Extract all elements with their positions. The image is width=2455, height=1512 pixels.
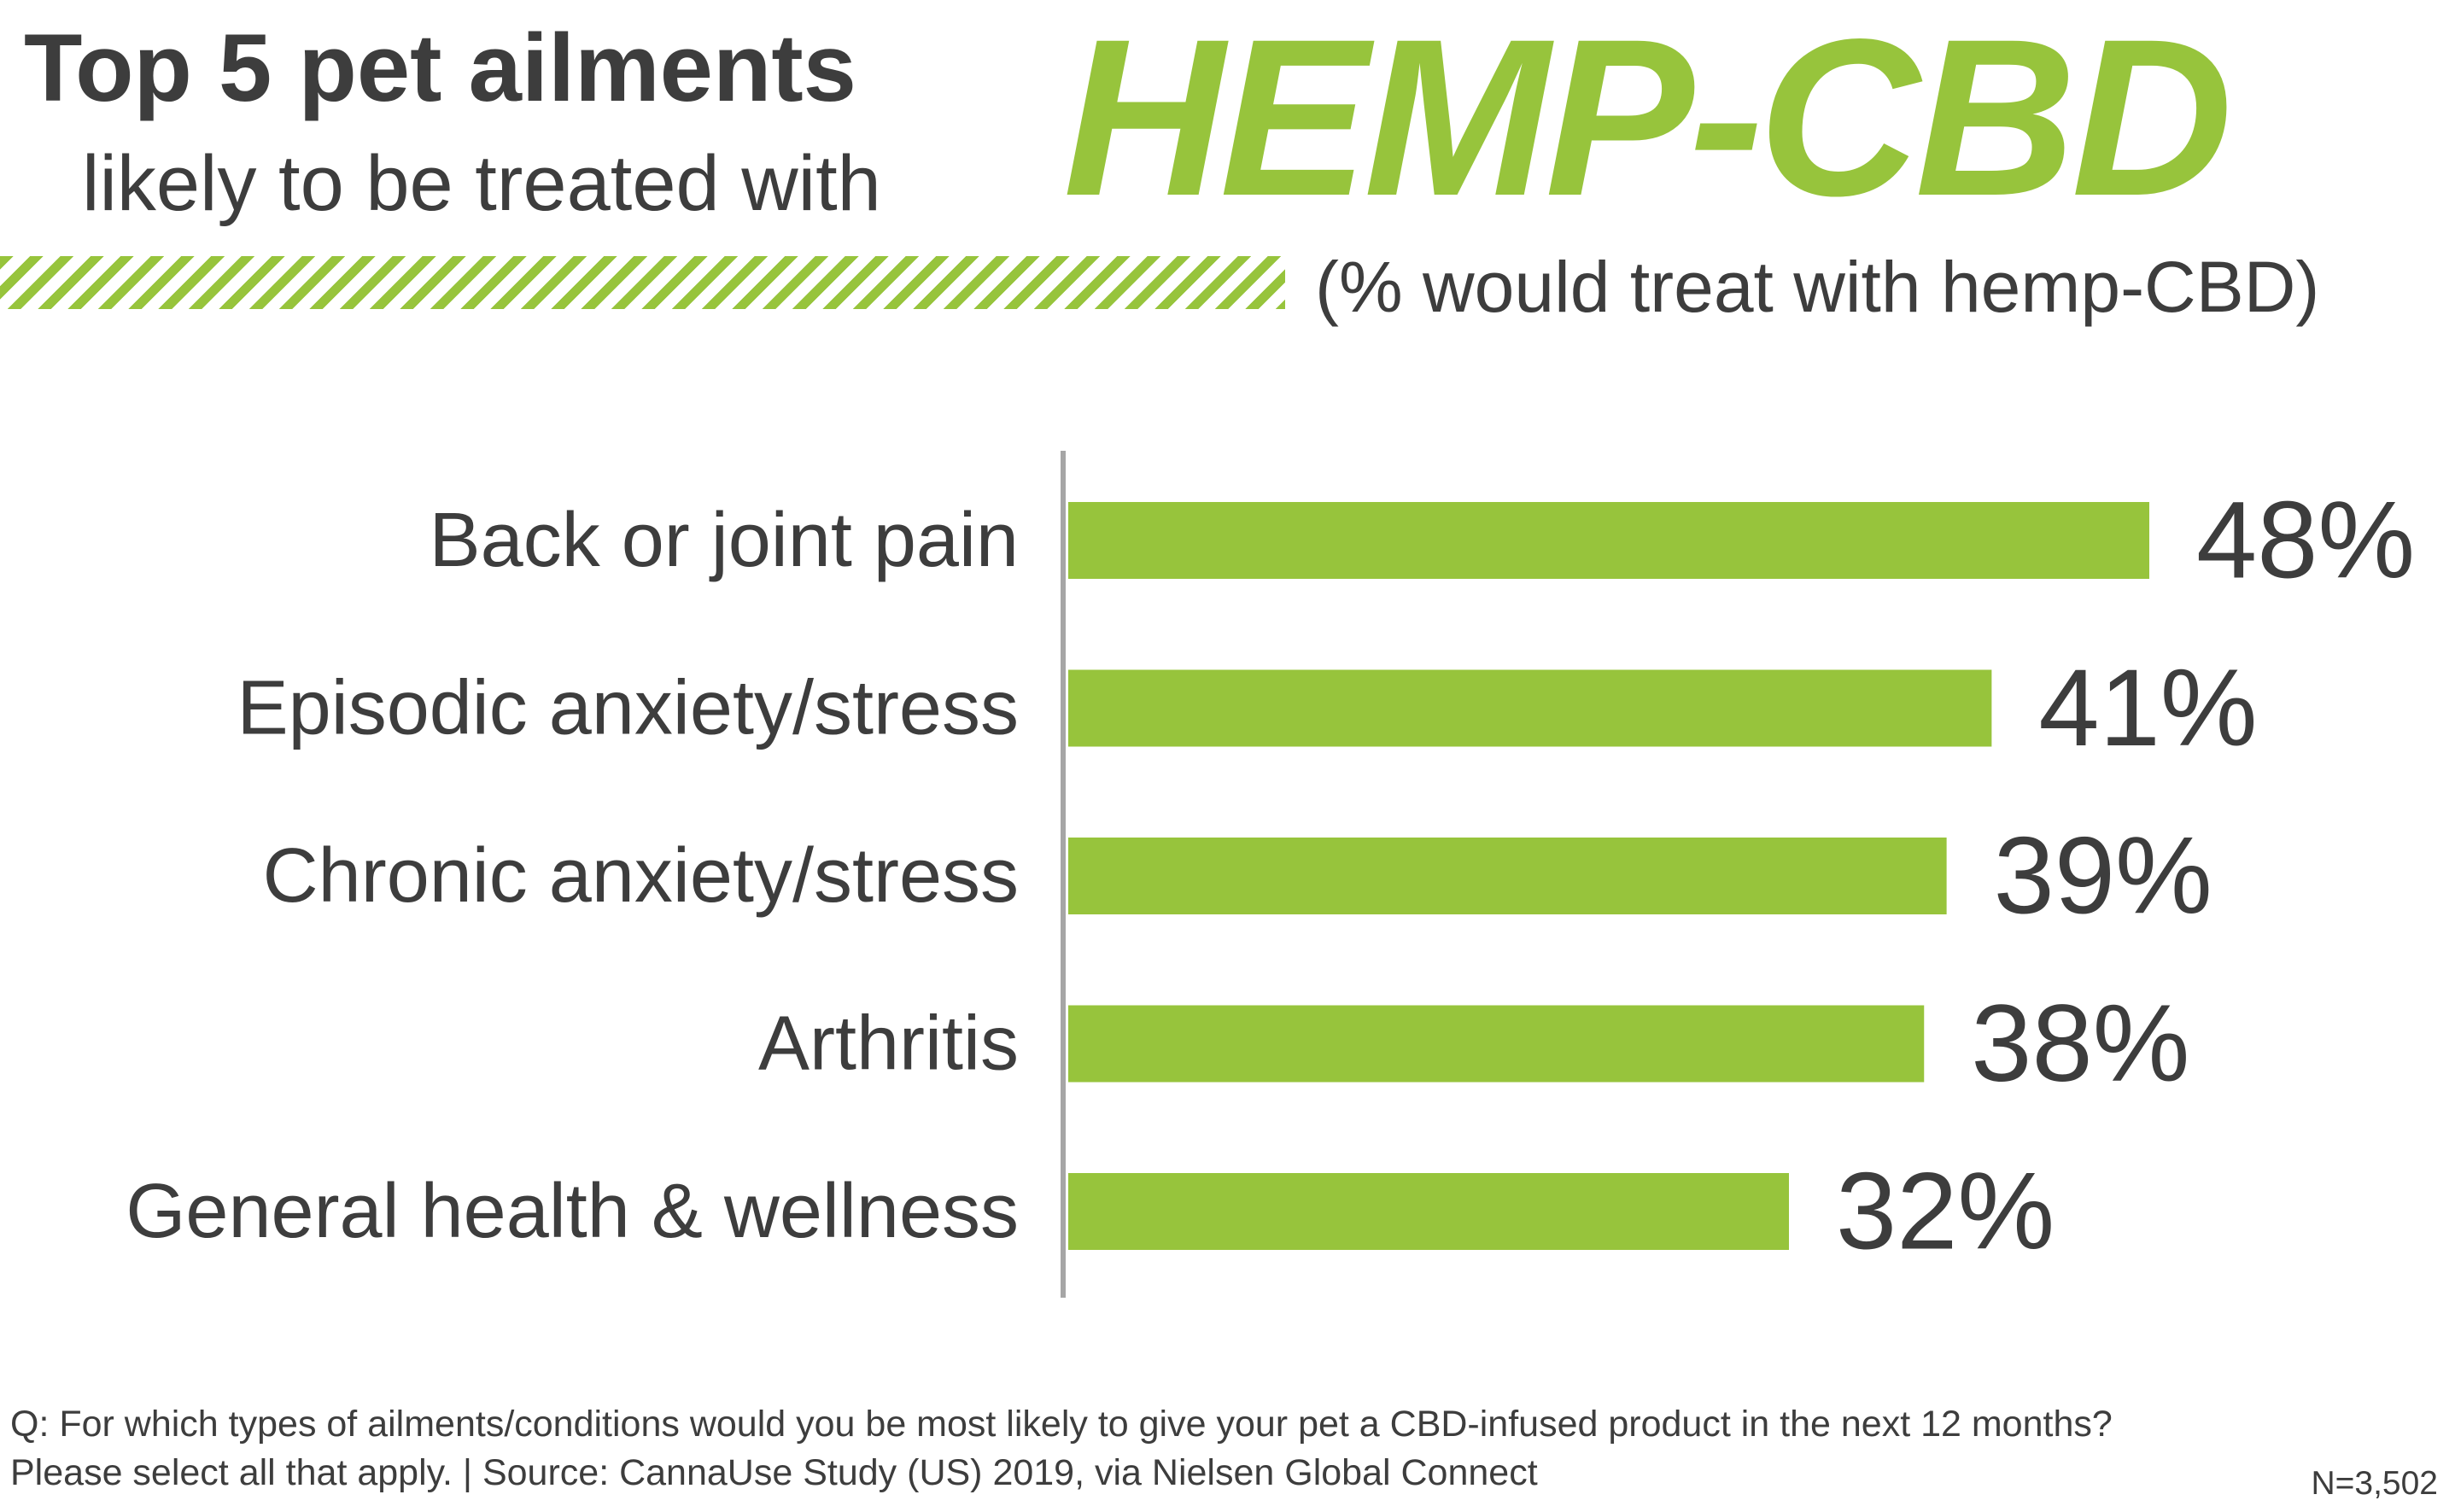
- chart-subtitle: (% would treat with hemp-CBD): [1315, 247, 2320, 327]
- chart-title: Top 5 pet ailments: [24, 15, 856, 121]
- category-label: Chronic anxiety/stress: [263, 833, 1019, 919]
- value-label: 38%: [1971, 983, 2189, 1105]
- footnote: Q: For which types of ailments/condition…: [10, 1400, 2113, 1497]
- category-label: Episodic anxiety/stress: [237, 666, 1019, 751]
- value-label: 39%: [1994, 815, 2212, 937]
- hemp-cbd-headline: HEMP-CBD: [1063, 0, 2233, 242]
- category-label: General health & wellness: [126, 1169, 1019, 1254]
- hatched-divider: [0, 256, 1285, 309]
- footnote-source: Please select all that apply. | Source: …: [10, 1451, 1538, 1493]
- bar: [1068, 669, 1992, 747]
- category-label: Back or joint pain: [430, 498, 1019, 583]
- value-label: 32%: [1836, 1151, 2055, 1273]
- value-label: 48%: [2196, 480, 2415, 602]
- bar: [1068, 1005, 1925, 1083]
- chart-title-secondary: likely to be treated with: [82, 140, 881, 227]
- bar: [1068, 502, 2149, 579]
- category-label: Arthritis: [758, 1001, 1019, 1087]
- bar: [1068, 838, 1947, 914]
- sample-size: N=3,502: [2311, 1465, 2438, 1502]
- bar: [1068, 1173, 1789, 1250]
- footnote-question: Q: For which types of ailments/condition…: [10, 1404, 2113, 1445]
- value-label: 41%: [2038, 647, 2257, 769]
